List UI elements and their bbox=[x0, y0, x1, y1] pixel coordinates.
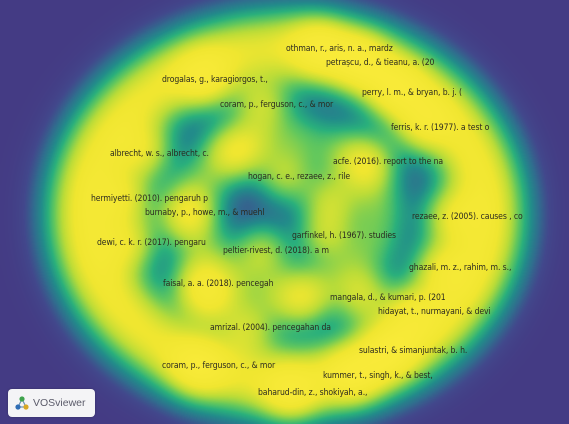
term-label-hidayat[interactable]: hidayat, t., nurmayani, & devi bbox=[378, 307, 491, 317]
term-label-othman[interactable]: othman, r., aris, n. a., mardz bbox=[286, 44, 393, 54]
term-label-coram-1[interactable]: coram, p., ferguson, c., & mor bbox=[220, 100, 334, 110]
term-label-ghazali[interactable]: ghazali, m. z., rahim, m. s., bbox=[409, 263, 512, 273]
term-label-ferris[interactable]: ferris, k. r. (1977). a test o bbox=[391, 123, 490, 133]
term-label-petrascu[interactable]: petrașcu, d., & tieanu, a. (20 bbox=[326, 58, 435, 68]
term-label-albrecht[interactable]: albrecht, w. s., albrecht, c. bbox=[110, 149, 209, 159]
term-label-drogalas[interactable]: drogalas, g., karagiorgos, t., bbox=[162, 75, 268, 85]
brand-name: VOSviewer bbox=[33, 397, 86, 409]
term-label-baharud[interactable]: baharud-din, z., shokiyah, a., bbox=[258, 388, 368, 398]
vosviewer-badge[interactable]: VOSviewer bbox=[8, 389, 95, 417]
term-label-garfinkel[interactable]: garfinkel, h. (1967). studies bbox=[292, 231, 396, 241]
term-label-mangala[interactable]: mangala, d., & kumari, p. (201 bbox=[330, 293, 446, 303]
term-label-burnaby[interactable]: burnaby, p., howe, m., & muehl bbox=[145, 208, 265, 218]
term-label-dewi[interactable]: dewi, c. k. r. (2017). pengaru bbox=[97, 238, 206, 248]
term-label-sulastri[interactable]: sulastri, & simanjuntak, b. h. bbox=[359, 346, 468, 356]
term-label-coram-2[interactable]: coram, p., ferguson, c., & mor bbox=[162, 361, 276, 371]
term-label-faisal[interactable]: faisal, a. a. (2018). pencegah bbox=[163, 279, 274, 289]
term-label-hermiyetti[interactable]: hermiyetti. (2010). pengaruh p bbox=[91, 194, 208, 204]
term-label-peltier[interactable]: peltier-rivest, d. (2018). a m bbox=[223, 246, 329, 256]
term-label-kummer[interactable]: kummer, t., singh, k., & best, bbox=[323, 371, 433, 381]
term-label-acfe[interactable]: acfe. (2016). report to the na bbox=[333, 157, 444, 167]
vosviewer-logo-icon bbox=[15, 396, 29, 410]
term-label-hogan[interactable]: hogan, c. e., rezaee, z., rile bbox=[248, 172, 350, 182]
term-label-perry[interactable]: perry, l. m., & bryan, b. j. ( bbox=[362, 88, 462, 98]
term-label-amrizal[interactable]: amrizal. (2004). pencegahan da bbox=[210, 323, 331, 333]
term-label-rezaee[interactable]: rezaee, z. (2005). causes , co bbox=[412, 212, 523, 222]
